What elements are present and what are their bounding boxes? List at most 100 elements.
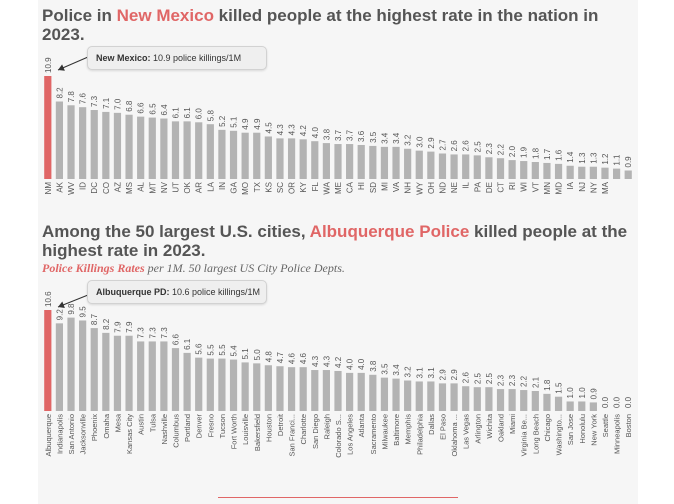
chart-2-bar-23[interactable] xyxy=(311,370,319,411)
chart-2-bar-15[interactable] xyxy=(218,358,226,411)
chart-1-bar-8[interactable] xyxy=(137,116,145,179)
chart-1-bar-1[interactable] xyxy=(55,101,64,179)
chart-1-bar-32[interactable] xyxy=(415,150,423,179)
chart-2-bar-45[interactable] xyxy=(566,401,574,411)
chart-2-bar-18[interactable] xyxy=(253,363,261,411)
chart-2-bar-4[interactable] xyxy=(90,328,98,411)
chart-1-bar-39[interactable] xyxy=(496,158,505,179)
chart-1-bar-0[interactable] xyxy=(44,76,52,179)
chart-2-bar-2[interactable] xyxy=(67,317,75,411)
chart-2-bar-30[interactable] xyxy=(392,378,400,411)
chart-1-bar-18[interactable] xyxy=(253,132,261,179)
chart-2-bar-8[interactable] xyxy=(137,341,145,411)
chart-2-bar-7[interactable] xyxy=(125,335,133,411)
chart-2-bar-17[interactable] xyxy=(241,362,249,411)
chart-1-bar-41[interactable] xyxy=(520,161,528,179)
chart-1-bar-10[interactable] xyxy=(160,118,168,179)
chart-1-bar-17[interactable] xyxy=(241,132,249,179)
chart-1-bar-6[interactable] xyxy=(113,112,122,179)
chart-2-bar-24[interactable] xyxy=(322,370,330,411)
chart-2-bar-36[interactable] xyxy=(462,386,470,411)
chart-1-bar-20[interactable] xyxy=(276,138,284,179)
chart-2-bar-34[interactable] xyxy=(438,383,447,411)
chart-2-bar-11[interactable] xyxy=(171,348,180,411)
chart-1-bar-22[interactable] xyxy=(299,139,307,179)
chart-2-bar-21[interactable] xyxy=(287,367,296,411)
chart-2-bar-47[interactable] xyxy=(589,402,597,411)
chart-1-bar-4[interactable] xyxy=(90,110,98,179)
chart-2-bar-6[interactable] xyxy=(113,335,122,411)
chart-1-bar-16[interactable] xyxy=(229,130,238,179)
chart-2-bar-12[interactable] xyxy=(183,352,191,411)
chart-1-bar-34[interactable] xyxy=(438,153,447,179)
chart-2-bar-3[interactable] xyxy=(79,320,87,411)
chart-1-bar-33[interactable] xyxy=(427,151,435,179)
chart-1-bar-47[interactable] xyxy=(589,166,597,179)
chart-2-bar-35[interactable] xyxy=(450,383,458,411)
chart-1-bar-15[interactable] xyxy=(218,129,226,179)
chart-2-bar-43[interactable] xyxy=(543,393,551,411)
chart-2-bar-44[interactable] xyxy=(554,396,563,411)
chart-2-bar-32[interactable] xyxy=(415,381,423,411)
chart-2-bar-25[interactable] xyxy=(334,370,342,411)
chart-1-bar-40[interactable] xyxy=(508,160,516,179)
chart-1-bar-37[interactable] xyxy=(473,155,481,179)
chart-1-bar-45[interactable] xyxy=(566,165,574,179)
chart-1-bar-26[interactable] xyxy=(346,144,354,179)
chart-2-bar-13[interactable] xyxy=(195,357,203,411)
chart-2-bar-29[interactable] xyxy=(380,377,389,411)
chart-2-bar-20[interactable] xyxy=(276,366,284,411)
chart-2-bar-5[interactable] xyxy=(102,332,110,411)
chart-2-bar-37[interactable] xyxy=(473,387,481,411)
chart-1-bar-21[interactable] xyxy=(287,138,296,179)
chart-2-bar-31[interactable] xyxy=(404,380,412,411)
chart-1-bar-38[interactable] xyxy=(485,157,493,179)
chart-2-bar-42[interactable] xyxy=(531,390,539,411)
chart-2-bar-27[interactable] xyxy=(357,372,365,411)
chart-1-bar-9[interactable] xyxy=(148,117,156,179)
chart-1-bar-49[interactable] xyxy=(612,168,621,179)
chart-1-bar-19[interactable] xyxy=(264,136,272,179)
chart-1-bar-7[interactable] xyxy=(125,114,133,179)
chart-1-bar-35[interactable] xyxy=(450,154,458,179)
chart-2-bar-38[interactable] xyxy=(485,387,493,411)
chart-1-bar-25[interactable] xyxy=(334,144,342,179)
chart-2-value-label-43: 1.8 xyxy=(543,379,552,391)
chart-1-bar-48[interactable] xyxy=(601,167,609,179)
chart-2-bar-0[interactable] xyxy=(44,310,52,411)
chart-2-bar-14[interactable] xyxy=(206,358,214,411)
chart-1-bar-23[interactable] xyxy=(311,141,319,179)
chart-1-bar-27[interactable] xyxy=(357,144,365,179)
chart-1-bar-2[interactable] xyxy=(67,105,75,179)
chart-1-bar-31[interactable] xyxy=(404,148,412,179)
chart-2-bar-39[interactable] xyxy=(496,389,505,411)
chart-2-bar-33[interactable] xyxy=(427,381,435,411)
chart-2-bar-1[interactable] xyxy=(55,323,64,411)
chart-1-bar-14[interactable] xyxy=(206,124,214,179)
chart-1-bar-28[interactable] xyxy=(369,145,377,179)
chart-2-bar-46[interactable] xyxy=(578,401,586,411)
chart-1-bar-43[interactable] xyxy=(543,162,551,179)
chart-1-bar-11[interactable] xyxy=(171,121,180,179)
chart-2-bar-9[interactable] xyxy=(148,341,156,411)
chart-1-bar-36[interactable] xyxy=(462,154,470,179)
chart-1-bar-5[interactable] xyxy=(102,111,110,179)
chart-1-bar-12[interactable] xyxy=(183,121,191,179)
chart-1-bar-42[interactable] xyxy=(531,161,539,179)
chart-1-bar-46[interactable] xyxy=(578,166,586,179)
chart-2-bar-26[interactable] xyxy=(346,372,354,411)
chart-2-bar-40[interactable] xyxy=(508,389,516,411)
chart-1-bar-29[interactable] xyxy=(380,146,389,179)
chart-2-bar-41[interactable] xyxy=(520,390,528,411)
chart-1-bar-44[interactable] xyxy=(554,163,563,179)
chart-1-bar-24[interactable] xyxy=(322,143,330,179)
chart-2-bar-28[interactable] xyxy=(369,374,377,411)
chart-1-bar-50[interactable] xyxy=(624,170,632,180)
chart-1-bar-30[interactable] xyxy=(392,146,400,179)
chart-2-bar-10[interactable] xyxy=(160,341,168,411)
chart-1-bar-3[interactable] xyxy=(79,107,87,179)
chart-1-bar-13[interactable] xyxy=(195,122,203,179)
chart-2-bar-22[interactable] xyxy=(299,367,307,411)
chart-2-bar-19[interactable] xyxy=(264,365,272,411)
chart-2-bar-16[interactable] xyxy=(229,359,238,411)
